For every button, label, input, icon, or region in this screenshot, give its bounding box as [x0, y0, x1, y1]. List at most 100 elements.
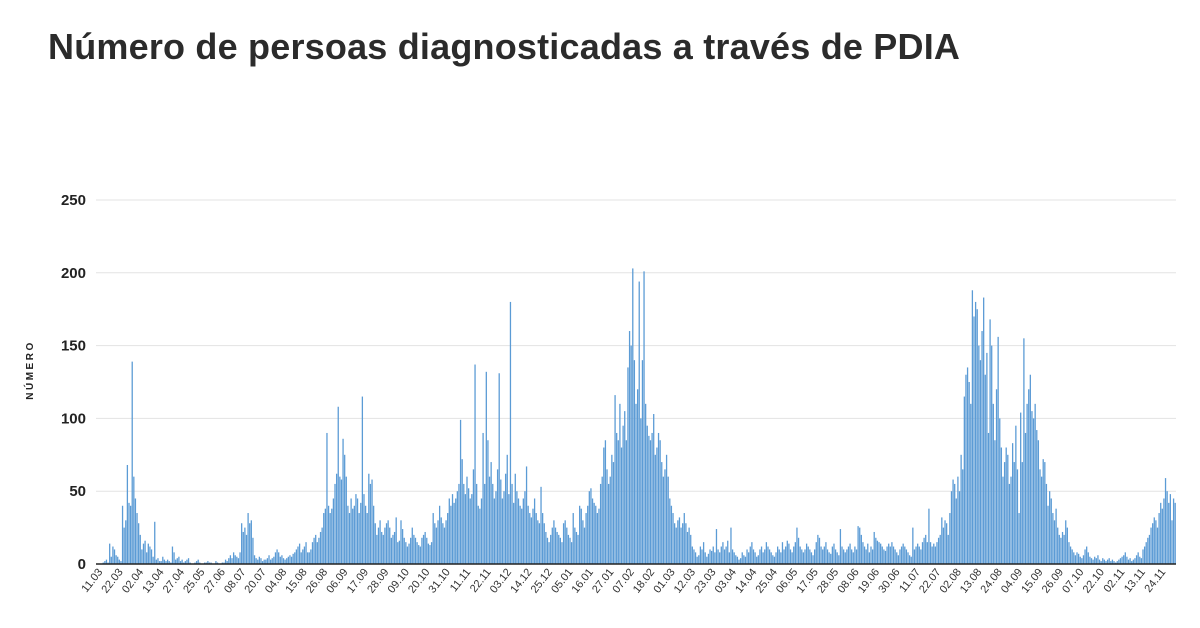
- bar: [638, 281, 640, 564]
- bar: [952, 479, 954, 564]
- bar: [382, 534, 384, 564]
- bar: [339, 476, 341, 564]
- bar: [730, 527, 732, 564]
- bar: [728, 552, 730, 564]
- bar: [974, 301, 977, 564]
- bar: [620, 447, 623, 564]
- bar: [1147, 537, 1149, 564]
- bar: [1010, 476, 1012, 564]
- bar: [511, 483, 513, 564]
- bar: [607, 483, 610, 564]
- bar: [294, 552, 296, 564]
- bar: [849, 543, 851, 564]
- bar: [852, 552, 854, 564]
- bar: [1166, 491, 1168, 564]
- x-tick-label: 11.11: [448, 566, 473, 594]
- bar: [305, 542, 307, 564]
- bar: [297, 546, 299, 564]
- bar: [450, 505, 452, 564]
- bar: [749, 546, 751, 564]
- bar: [855, 549, 858, 564]
- x-tick-label: 31.10: [426, 566, 452, 595]
- bar: [424, 531, 426, 564]
- bar: [1050, 498, 1052, 564]
- bar: [939, 534, 941, 564]
- x-tick-label: 04.09: [999, 566, 1025, 595]
- bar: [1098, 559, 1101, 564]
- bar: [735, 555, 737, 564]
- bar: [430, 542, 433, 564]
- bar: [994, 440, 996, 564]
- bar: [762, 552, 764, 564]
- bar: [326, 432, 328, 564]
- bar: [226, 561, 228, 564]
- bar: [820, 546, 822, 564]
- bar: [838, 555, 840, 564]
- bar: [231, 558, 233, 564]
- y-tick-label: 250: [61, 192, 86, 209]
- bar: [115, 555, 117, 564]
- bar: [147, 543, 149, 564]
- bar: [954, 483, 956, 564]
- bar: [759, 549, 761, 564]
- bar: [900, 546, 903, 564]
- bar: [931, 546, 933, 564]
- x-tick-label: 07.02: [610, 566, 636, 595]
- bar: [743, 555, 745, 564]
- bar: [258, 556, 261, 564]
- bar: [984, 374, 986, 564]
- bar: [492, 483, 494, 564]
- bar: [1016, 469, 1019, 564]
- bar: [651, 432, 653, 564]
- bar: [711, 550, 713, 564]
- bar: [739, 558, 742, 564]
- bar: [942, 527, 945, 564]
- x-tick-label: 23.03: [692, 566, 718, 595]
- x-tick-label: 15.09: [1019, 566, 1045, 595]
- bar: [1156, 527, 1159, 564]
- bar: [527, 505, 529, 564]
- x-tick-label: 07.10: [1060, 566, 1086, 595]
- bar: [815, 542, 817, 564]
- bar: [553, 520, 555, 564]
- y-tick-label: 0: [78, 556, 86, 573]
- bar: [1047, 505, 1049, 564]
- bar: [965, 374, 967, 564]
- bar: [118, 559, 120, 564]
- bar: [245, 534, 248, 564]
- bar: [574, 527, 576, 564]
- bar: [698, 555, 700, 564]
- bar: [146, 552, 148, 564]
- x-tick-label: 18.02: [631, 566, 657, 595]
- bar: [1097, 555, 1099, 564]
- bar: [521, 508, 523, 564]
- bar: [648, 435, 650, 564]
- bar: [1073, 552, 1075, 564]
- bar: [847, 546, 850, 564]
- bar: [817, 534, 819, 564]
- bar: [1082, 555, 1085, 564]
- bar: [537, 520, 539, 564]
- bar: [865, 549, 867, 564]
- bar: [933, 543, 935, 564]
- bar: [195, 561, 198, 564]
- bar: [791, 552, 793, 564]
- bar: [678, 517, 681, 564]
- bar: [476, 483, 478, 564]
- bar: [619, 403, 621, 564]
- x-tick-label: 17.09: [345, 566, 371, 595]
- x-tick-label: 25.05: [181, 566, 207, 595]
- bar: [1127, 559, 1130, 564]
- bar: [207, 561, 209, 564]
- bar: [126, 464, 129, 564]
- bar: [748, 552, 750, 564]
- bar: [239, 552, 241, 564]
- bar: [530, 517, 533, 564]
- bar: [1164, 478, 1167, 564]
- bar: [691, 546, 693, 564]
- bar: [400, 520, 402, 564]
- bar: [519, 505, 521, 564]
- bar: [1153, 517, 1155, 564]
- bar: [902, 543, 904, 564]
- bar: [862, 542, 864, 564]
